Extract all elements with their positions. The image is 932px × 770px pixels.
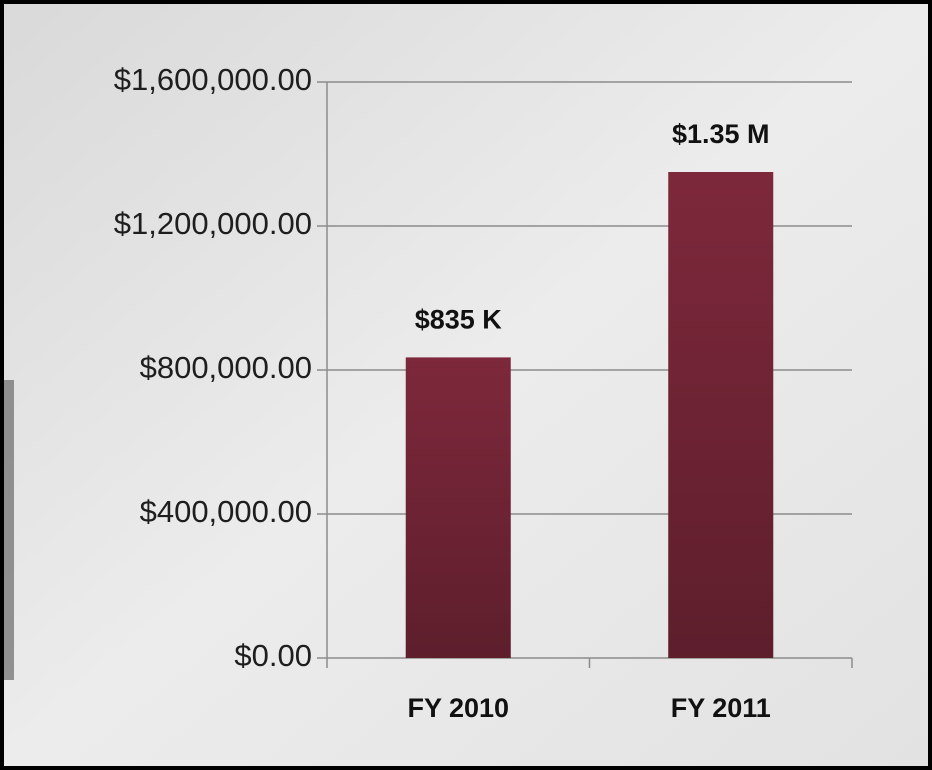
- bar-shade: [668, 172, 774, 658]
- bar-shade: [405, 357, 511, 658]
- y-tick-label: $400,000.00: [140, 494, 312, 529]
- y-tick-label: $1,200,000.00: [114, 206, 312, 241]
- y-tick-label: $0.00: [234, 638, 312, 673]
- value-label: $1.35 M: [672, 119, 770, 149]
- x-tick-label: FY 2011: [671, 693, 771, 723]
- y-tick-label: $800,000.00: [140, 350, 312, 385]
- x-tick-label: FY 2010: [407, 693, 509, 723]
- value-label: $835 K: [415, 305, 503, 335]
- y-tick-label: $1,600,000.00: [114, 62, 312, 97]
